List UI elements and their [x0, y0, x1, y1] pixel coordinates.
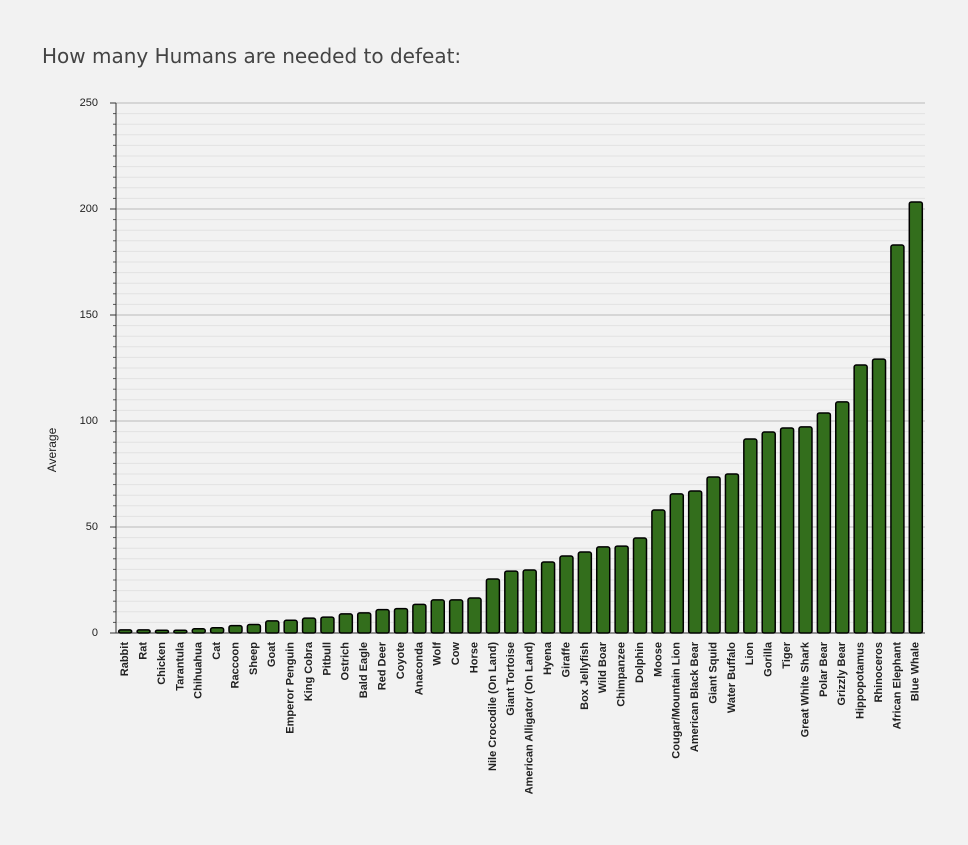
x-tick-label: Great White Shark	[799, 641, 811, 737]
bar	[908, 201, 924, 634]
x-tick-label: Chihuahua	[193, 641, 205, 699]
x-tick-label: Tarantula	[174, 641, 186, 691]
x-tick-label: Tiger	[781, 641, 793, 668]
bar	[320, 616, 335, 634]
bar	[485, 578, 501, 634]
bar	[577, 551, 593, 634]
x-tick-label: Coyote	[395, 642, 407, 679]
y-tick-label: 250	[80, 97, 98, 109]
y-tick-label: 0	[92, 627, 98, 639]
y-tick-label: 200	[80, 203, 98, 215]
bar	[890, 244, 905, 634]
x-tick-label: Water Buffalo	[726, 642, 738, 713]
x-tick-label: Cougar/Mountain Lion	[671, 642, 683, 759]
x-tick-label: Cat	[211, 642, 223, 660]
bar	[301, 617, 317, 634]
bar	[687, 490, 703, 634]
x-tick-label: Dolphin	[634, 642, 646, 683]
y-axis-label: Average	[45, 427, 59, 472]
bar	[651, 509, 666, 634]
x-tick-label: Rat	[137, 642, 149, 660]
bar	[540, 561, 556, 634]
bar	[724, 473, 740, 634]
x-tick-label: Pitbull	[321, 642, 333, 676]
bar	[853, 364, 868, 634]
bar	[798, 426, 813, 634]
bar	[338, 613, 354, 634]
y-tick-label: 100	[80, 415, 98, 427]
y-tick-label: 50	[86, 521, 98, 533]
x-tick-label: Box Jellyfish	[579, 642, 591, 710]
bar	[430, 599, 446, 634]
bar	[136, 629, 151, 634]
x-tick-label: Nile Crocodile (On Land)	[487, 642, 499, 771]
bar	[209, 626, 225, 634]
bar	[154, 629, 170, 634]
bar	[117, 629, 133, 634]
x-tick-label: Lion	[744, 642, 756, 665]
x-tick-label: Red Deer	[377, 641, 389, 690]
bar	[779, 427, 795, 634]
x-tick-label: Hippopotamus	[855, 642, 867, 719]
x-tick-label: American Alligator (On Land)	[524, 642, 536, 795]
bar	[173, 629, 188, 634]
bar	[743, 438, 758, 634]
bar	[632, 537, 648, 634]
bar	[393, 607, 409, 634]
x-tick-label: Giant Tortoise	[505, 642, 517, 716]
bar	[356, 612, 372, 634]
x-tick-label: Bald Eagle	[358, 642, 370, 698]
x-tick-label: Hyena	[542, 641, 554, 675]
bar	[448, 599, 464, 634]
x-tick-label: Chicken	[156, 642, 168, 685]
y-tick-label: 150	[80, 309, 98, 321]
bar	[871, 358, 887, 634]
x-tick-label: Giant Squid	[707, 642, 719, 704]
bar	[228, 624, 243, 634]
x-tick-label: Sheep	[248, 642, 260, 675]
x-tick-label: Anaconda	[413, 641, 425, 695]
x-tick-label: Gorilla	[763, 641, 775, 677]
bar	[412, 603, 427, 634]
x-tick-label: Blue Whale	[910, 642, 922, 701]
bar	[761, 431, 776, 634]
x-tick-label: Raccoon	[229, 642, 241, 689]
bar	[283, 619, 298, 634]
x-tick-label: Rabbit	[119, 642, 131, 677]
x-tick-label: Emperor Penguin	[285, 642, 297, 734]
bar	[816, 412, 832, 634]
x-tick-label: Wolf	[432, 642, 444, 666]
x-tick-label: Cow	[450, 642, 462, 666]
chart-title: How many Humans are needed to defeat:	[42, 44, 461, 68]
x-tick-label: Polar Bear	[818, 641, 830, 697]
bar	[835, 401, 850, 634]
bar	[191, 628, 206, 634]
x-tick-label: Wild Boar	[597, 641, 609, 693]
x-tick-label: Moose	[652, 642, 664, 677]
bar	[522, 569, 537, 634]
x-tick-label: American Black Bear	[689, 641, 701, 752]
x-tick-label: African Elephant	[891, 642, 903, 730]
x-tick-label: Giraffe	[560, 642, 572, 677]
bar	[595, 546, 611, 634]
x-tick-label: King Cobra	[303, 641, 315, 701]
bar	[706, 476, 721, 634]
bar	[265, 620, 280, 634]
bar	[614, 545, 629, 634]
x-tick-label: Horse	[468, 642, 480, 673]
bar	[559, 555, 574, 634]
bar	[669, 493, 685, 634]
bar	[467, 597, 482, 634]
bar	[246, 623, 262, 634]
bar	[504, 570, 519, 634]
x-tick-label: Chimpanzee	[616, 642, 628, 707]
x-tick-label: Rhinoceros	[873, 642, 885, 703]
x-tick-label: Ostrich	[340, 642, 352, 681]
bar	[375, 608, 390, 634]
x-tick-label: Grizzly Bear	[836, 641, 848, 705]
x-tick-label: Goat	[266, 642, 278, 667]
